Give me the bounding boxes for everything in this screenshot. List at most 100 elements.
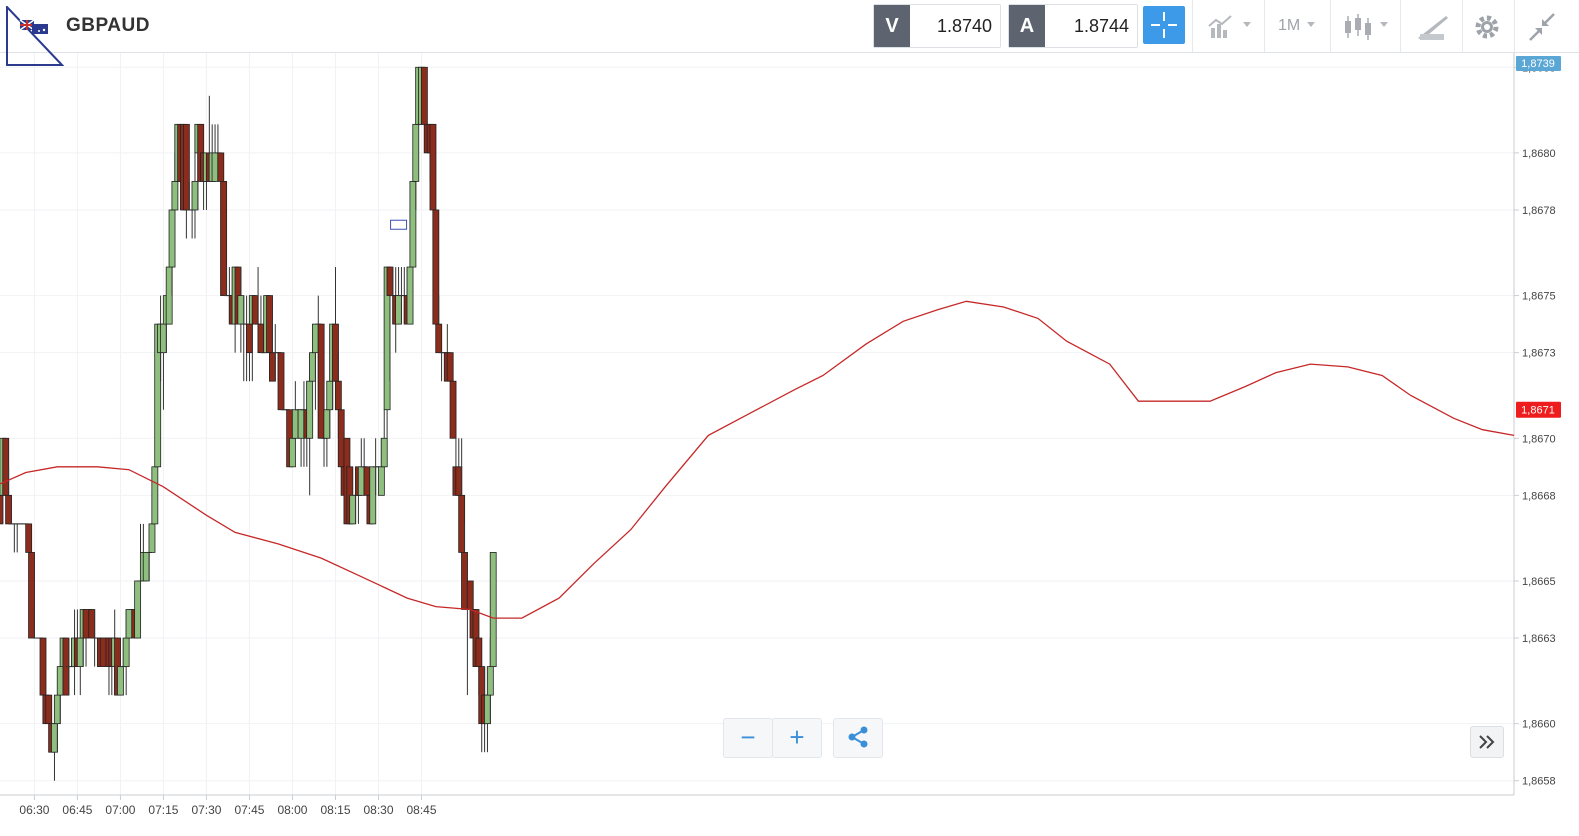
crosshair-icon[interactable] xyxy=(1143,6,1185,44)
draw-icon[interactable] xyxy=(1408,4,1458,48)
candle-body xyxy=(363,466,371,496)
candle-body xyxy=(269,352,276,382)
top-price-tag xyxy=(1516,56,1561,71)
candle-body xyxy=(257,323,265,354)
x-tick-label: 07:30 xyxy=(191,803,221,817)
candle-body xyxy=(412,123,420,182)
y-tick-label: 1,8658 xyxy=(1522,776,1556,788)
timeframe-label: 1M xyxy=(1278,17,1301,34)
candle-body xyxy=(168,209,176,268)
candle-body xyxy=(51,723,58,753)
scroll-to-latest-button[interactable] xyxy=(1470,726,1504,758)
candle-body xyxy=(53,694,61,725)
candle-body xyxy=(309,352,316,382)
candle-body xyxy=(489,552,497,667)
candle-body xyxy=(461,552,468,610)
zoom-in-button[interactable]: + xyxy=(772,718,822,758)
candle-body xyxy=(291,409,299,439)
candle-body xyxy=(395,295,402,325)
candle-body xyxy=(182,123,190,211)
candle-body xyxy=(217,152,225,182)
candle-body xyxy=(369,466,377,525)
candle-body xyxy=(134,580,142,639)
y-tick-label: 1,8680 xyxy=(1522,148,1556,160)
candle-body xyxy=(266,295,273,354)
candle-body xyxy=(406,266,414,325)
chart-type-icon[interactable] xyxy=(1203,4,1257,48)
x-tick-label: 06:45 xyxy=(62,803,92,817)
candle-body xyxy=(326,380,334,411)
candle-body xyxy=(432,209,440,325)
candle-body xyxy=(377,466,385,496)
toolbar-separator xyxy=(1192,0,1193,52)
candle-body xyxy=(386,266,394,296)
candle-body xyxy=(142,552,150,582)
candle-body xyxy=(297,409,305,439)
candle-body xyxy=(306,380,314,439)
y-tick-label: 1,8665 xyxy=(1522,576,1556,588)
x-tick-label: 07:45 xyxy=(234,803,264,817)
candle-body xyxy=(466,580,474,610)
buy-price: 1.8744 xyxy=(1073,16,1129,36)
instrument-symbol: GBPAUD xyxy=(66,15,150,36)
candle-body xyxy=(25,523,33,553)
candle-body xyxy=(475,637,483,667)
candle-body xyxy=(151,466,159,525)
candle-body xyxy=(312,323,319,354)
y-tick-label: 1,8678 xyxy=(1522,205,1556,217)
y-tick-label: 1,8673 xyxy=(1522,348,1556,360)
candle-body xyxy=(332,323,339,382)
candle-body xyxy=(446,352,454,382)
candle-body xyxy=(277,352,285,411)
candle-body xyxy=(380,437,388,468)
candle-body xyxy=(237,295,245,325)
sell-quote-box[interactable]: V 1.8740 xyxy=(873,4,1001,48)
y-tick-label: 1,8660 xyxy=(1522,719,1556,731)
top-toolbar: GBPAUD V 1.8740 A 1.8744 1M xyxy=(0,0,1579,66)
candle-body xyxy=(289,437,296,468)
candle-body xyxy=(449,380,457,439)
sell-tag: V xyxy=(874,5,910,47)
x-tick-label: 08:45 xyxy=(406,803,436,817)
toolbar-separator xyxy=(1330,0,1331,52)
timeframe-dropdown[interactable]: 1M xyxy=(1271,4,1325,48)
flag-icon xyxy=(6,6,64,66)
x-tick-label: 08:30 xyxy=(363,803,393,817)
candle-body xyxy=(357,466,365,496)
share-button[interactable] xyxy=(833,718,883,758)
sell-price: 1.8740 xyxy=(936,16,992,36)
candle-body xyxy=(455,466,463,496)
y-tick-label: 1,8675 xyxy=(1522,291,1556,303)
buy-quote-box[interactable]: A 1.8744 xyxy=(1008,4,1138,48)
candle-body xyxy=(45,694,53,725)
candle-body xyxy=(0,494,4,525)
candle-body xyxy=(429,123,437,211)
candle-body xyxy=(160,323,167,354)
candle-body xyxy=(220,181,228,296)
candlestick-icon[interactable] xyxy=(1338,4,1394,48)
ma-price-label: 1,8671 xyxy=(1521,405,1555,417)
toolbar-separator xyxy=(1264,0,1265,52)
candle-body xyxy=(5,494,13,525)
moving-average-line xyxy=(0,300,1515,619)
collapse-icon[interactable] xyxy=(1522,4,1562,48)
candle-body xyxy=(56,666,64,696)
candle-body xyxy=(337,409,345,468)
candle-body xyxy=(88,609,96,639)
candle-body xyxy=(409,181,417,268)
candle-body xyxy=(28,552,35,639)
candle-body xyxy=(317,323,325,439)
toolbar-separator xyxy=(1462,0,1463,52)
candle-body xyxy=(117,666,124,696)
candle-body xyxy=(435,323,443,354)
zoom-out-button[interactable]: − xyxy=(723,718,773,758)
candle-body xyxy=(148,523,156,553)
plot-area xyxy=(0,53,1514,795)
candle-body xyxy=(246,323,253,354)
candle-body xyxy=(125,609,133,639)
candle-body xyxy=(484,694,491,725)
gear-icon[interactable] xyxy=(1468,4,1508,48)
candle-body xyxy=(486,666,494,696)
candle-body xyxy=(191,181,199,211)
